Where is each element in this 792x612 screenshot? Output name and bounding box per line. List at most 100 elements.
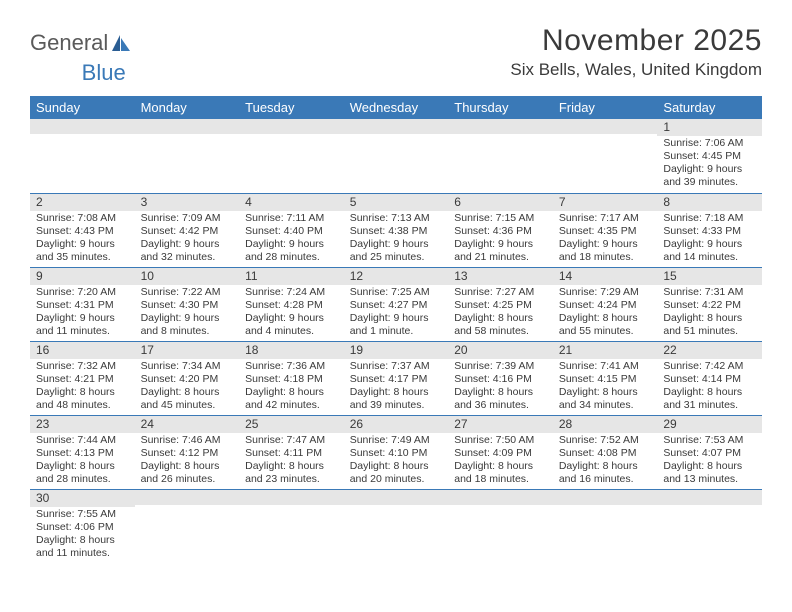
day-line: Sunrise: 7:25 AM	[350, 286, 443, 299]
day-number: 7	[553, 194, 658, 211]
day-cell	[239, 119, 344, 193]
day-line: Sunset: 4:30 PM	[141, 299, 234, 312]
day-line: and 35 minutes.	[36, 251, 129, 264]
day-line: and 34 minutes.	[559, 399, 652, 412]
day-line: Daylight: 8 hours	[663, 460, 756, 473]
day-line: and 36 minutes.	[454, 399, 547, 412]
day-number: 27	[448, 416, 553, 433]
day-line: Sunrise: 7:17 AM	[559, 212, 652, 225]
day-cell: 13Sunrise: 7:27 AMSunset: 4:25 PMDayligh…	[448, 267, 553, 341]
day-line: Sunrise: 7:50 AM	[454, 434, 547, 447]
day-cell: 20Sunrise: 7:39 AMSunset: 4:16 PMDayligh…	[448, 341, 553, 415]
day-line: and 8 minutes.	[141, 325, 234, 338]
day-line: Sunrise: 7:24 AM	[245, 286, 338, 299]
day-line: Daylight: 9 hours	[663, 163, 756, 176]
day-line: and 26 minutes.	[141, 473, 234, 486]
day-cell	[657, 489, 762, 563]
day-number	[344, 490, 449, 505]
day-line: and 23 minutes.	[245, 473, 338, 486]
day-cell	[553, 119, 658, 193]
day-line: Daylight: 9 hours	[245, 238, 338, 251]
day-cell: 9Sunrise: 7:20 AMSunset: 4:31 PMDaylight…	[30, 267, 135, 341]
day-line: Sunset: 4:40 PM	[245, 225, 338, 238]
day-cell	[344, 489, 449, 563]
day-line: Sunrise: 7:47 AM	[245, 434, 338, 447]
day-number	[553, 490, 658, 505]
month-title: November 2025	[510, 24, 762, 58]
day-content: Sunrise: 7:24 AMSunset: 4:28 PMDaylight:…	[239, 285, 344, 340]
day-content: Sunrise: 7:17 AMSunset: 4:35 PMDaylight:…	[553, 211, 658, 266]
day-content: Sunrise: 7:42 AMSunset: 4:14 PMDaylight:…	[657, 359, 762, 414]
day-number: 29	[657, 416, 762, 433]
day-header: Thursday	[448, 96, 553, 119]
day-line: Sunrise: 7:37 AM	[350, 360, 443, 373]
day-content: Sunrise: 7:50 AMSunset: 4:09 PMDaylight:…	[448, 433, 553, 488]
day-number: 21	[553, 342, 658, 359]
day-cell: 12Sunrise: 7:25 AMSunset: 4:27 PMDayligh…	[344, 267, 449, 341]
day-cell: 10Sunrise: 7:22 AMSunset: 4:30 PMDayligh…	[135, 267, 240, 341]
day-content: Sunrise: 7:20 AMSunset: 4:31 PMDaylight:…	[30, 285, 135, 340]
day-line: Sunset: 4:12 PM	[141, 447, 234, 460]
day-line: and 1 minute.	[350, 325, 443, 338]
day-line: Daylight: 8 hours	[663, 386, 756, 399]
day-line: and 16 minutes.	[559, 473, 652, 486]
day-line: Sunrise: 7:36 AM	[245, 360, 338, 373]
day-line: Sunset: 4:15 PM	[559, 373, 652, 386]
day-line: Daylight: 8 hours	[350, 386, 443, 399]
day-number: 2	[30, 194, 135, 211]
day-cell: 28Sunrise: 7:52 AMSunset: 4:08 PMDayligh…	[553, 415, 658, 489]
day-number: 15	[657, 268, 762, 285]
day-line: Sunrise: 7:52 AM	[559, 434, 652, 447]
day-line: and 13 minutes.	[663, 473, 756, 486]
week-row: 2Sunrise: 7:08 AMSunset: 4:43 PMDaylight…	[30, 193, 762, 267]
day-cell: 25Sunrise: 7:47 AMSunset: 4:11 PMDayligh…	[239, 415, 344, 489]
day-line: Sunrise: 7:18 AM	[663, 212, 756, 225]
day-line: Sunrise: 7:09 AM	[141, 212, 234, 225]
day-line: Daylight: 9 hours	[141, 238, 234, 251]
day-line: Daylight: 8 hours	[559, 386, 652, 399]
day-line: Daylight: 8 hours	[141, 386, 234, 399]
day-cell: 2Sunrise: 7:08 AMSunset: 4:43 PMDaylight…	[30, 193, 135, 267]
day-number	[553, 119, 658, 134]
day-line: Sunset: 4:06 PM	[36, 521, 129, 534]
day-number	[239, 119, 344, 134]
day-line: Daylight: 8 hours	[663, 312, 756, 325]
day-number: 23	[30, 416, 135, 433]
day-content: Sunrise: 7:37 AMSunset: 4:17 PMDaylight:…	[344, 359, 449, 414]
day-line: Daylight: 9 hours	[454, 238, 547, 251]
day-content: Sunrise: 7:32 AMSunset: 4:21 PMDaylight:…	[30, 359, 135, 414]
day-line: and 28 minutes.	[245, 251, 338, 264]
day-number: 19	[344, 342, 449, 359]
day-cell: 23Sunrise: 7:44 AMSunset: 4:13 PMDayligh…	[30, 415, 135, 489]
day-header: Wednesday	[344, 96, 449, 119]
day-content: Sunrise: 7:25 AMSunset: 4:27 PMDaylight:…	[344, 285, 449, 340]
day-cell: 29Sunrise: 7:53 AMSunset: 4:07 PMDayligh…	[657, 415, 762, 489]
day-line: Daylight: 9 hours	[559, 238, 652, 251]
day-content: Sunrise: 7:09 AMSunset: 4:42 PMDaylight:…	[135, 211, 240, 266]
day-line: Daylight: 8 hours	[36, 460, 129, 473]
day-number: 17	[135, 342, 240, 359]
logo: General	[30, 30, 131, 56]
day-line: and 18 minutes.	[454, 473, 547, 486]
day-line: Daylight: 8 hours	[350, 460, 443, 473]
day-line: Daylight: 9 hours	[245, 312, 338, 325]
day-line: Sunset: 4:21 PM	[36, 373, 129, 386]
title-block: November 2025 Six Bells, Wales, United K…	[510, 24, 762, 80]
day-line: Daylight: 8 hours	[36, 534, 129, 547]
day-line: Sunset: 4:07 PM	[663, 447, 756, 460]
day-line: Daylight: 9 hours	[663, 238, 756, 251]
day-cell: 21Sunrise: 7:41 AMSunset: 4:15 PMDayligh…	[553, 341, 658, 415]
day-number: 20	[448, 342, 553, 359]
day-cell: 30Sunrise: 7:55 AMSunset: 4:06 PMDayligh…	[30, 489, 135, 563]
day-line: Daylight: 9 hours	[350, 238, 443, 251]
day-number: 12	[344, 268, 449, 285]
day-line: Sunrise: 7:34 AM	[141, 360, 234, 373]
day-number	[344, 119, 449, 134]
day-line: Sunrise: 7:06 AM	[663, 137, 756, 150]
day-number: 13	[448, 268, 553, 285]
day-line: Sunset: 4:09 PM	[454, 447, 547, 460]
logo-word1: General	[30, 30, 108, 56]
week-row: 23Sunrise: 7:44 AMSunset: 4:13 PMDayligh…	[30, 415, 762, 489]
day-line: and 42 minutes.	[245, 399, 338, 412]
day-cell: 6Sunrise: 7:15 AMSunset: 4:36 PMDaylight…	[448, 193, 553, 267]
